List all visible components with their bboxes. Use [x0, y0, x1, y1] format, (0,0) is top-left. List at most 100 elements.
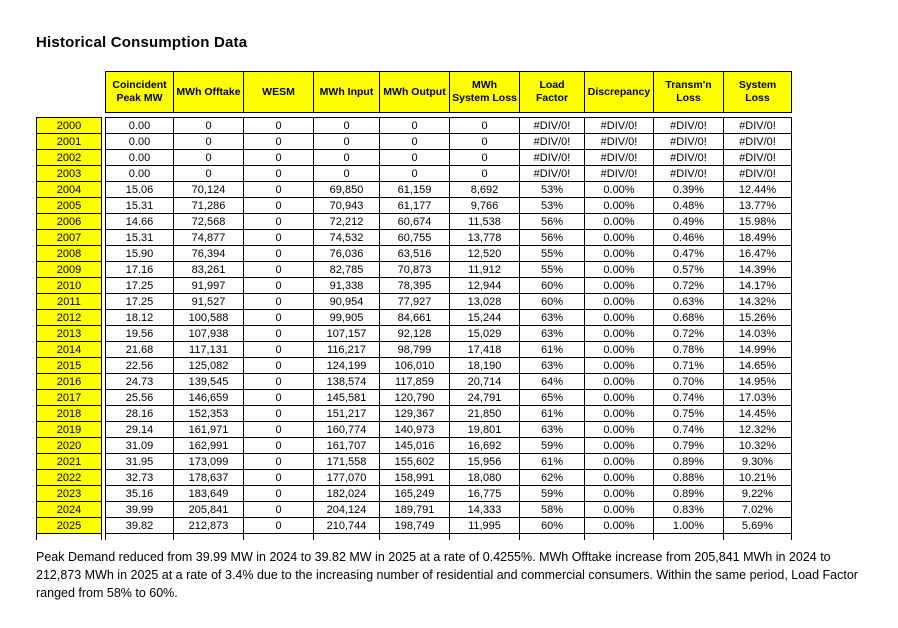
data-cell: 32.73 [105, 469, 174, 486]
data-cell: 28.16 [105, 405, 174, 422]
data-cell: 1.00% [653, 517, 724, 534]
data-cell: 0 [379, 133, 450, 150]
data-cell: 21.68 [105, 341, 174, 358]
data-cell: #DIV/0! [723, 149, 792, 166]
data-cell: 0.48% [653, 197, 724, 214]
data-cell: 0.74% [653, 421, 724, 438]
data-cell: 0 [173, 149, 244, 166]
data-cell: 71,286 [173, 197, 244, 214]
data-cell: 0.00 [105, 149, 174, 166]
data-cell: 74,532 [313, 229, 380, 246]
data-cell: 0 [313, 149, 380, 166]
data-cell: 58% [519, 501, 585, 518]
data-cell: 0 [379, 117, 450, 134]
data-cell: #DIV/0! [653, 149, 724, 166]
data-cell: 0.79% [653, 437, 724, 454]
data-cell: 14.99% [723, 341, 792, 358]
data-cell: 61% [519, 341, 585, 358]
data-cell: 60% [519, 277, 585, 294]
table-row: 2016 24.73 139,545 0 138,574 117,859 20,714 64%… [36, 373, 792, 390]
data-cell: 0 [243, 261, 314, 278]
border-stub-cell [243, 533, 314, 540]
data-cell: 15,956 [449, 453, 520, 470]
column-header: MWh System Loss [449, 71, 520, 113]
column-header: Discrepancy [584, 71, 654, 113]
year-cell: 2012 [36, 309, 102, 326]
data-cell: 0 [243, 341, 314, 358]
data-cell: 10.21% [723, 469, 792, 486]
data-cell: 0 [313, 165, 380, 182]
border-stub-cell [379, 533, 450, 540]
page-title: Historical Consumption Data [36, 34, 248, 51]
data-cell: #DIV/0! [519, 165, 585, 182]
data-cell: 145,581 [313, 389, 380, 406]
data-cell: 14,333 [449, 501, 520, 518]
data-cell: 12,944 [449, 277, 520, 294]
data-cell: 0.47% [653, 245, 724, 262]
column-header: WESM [243, 71, 314, 113]
data-cell: 139,545 [173, 373, 244, 390]
data-cell: 152,353 [173, 405, 244, 422]
data-cell: 17.25 [105, 277, 174, 294]
table-row: 2008 15.90 76,394 0 76,036 63,516 12,520 55% 0.0… [36, 245, 792, 262]
data-cell: 24.73 [105, 373, 174, 390]
year-cell: 2020 [36, 437, 102, 454]
data-cell: 17.16 [105, 261, 174, 278]
year-cell: 2015 [36, 357, 102, 374]
data-cell: 125,082 [173, 357, 244, 374]
data-cell: 91,997 [173, 277, 244, 294]
table-row: 2019 29.14 161,971 0 160,774 140,973 19,801 63%… [36, 421, 792, 438]
data-cell: 16,692 [449, 437, 520, 454]
data-cell: 204,124 [313, 501, 380, 518]
data-cell: #DIV/0! [584, 165, 654, 182]
data-cell: 0 [449, 133, 520, 150]
data-cell: 0 [243, 165, 314, 182]
data-cell: 0.00% [584, 277, 654, 294]
data-cell: 8,692 [449, 181, 520, 198]
data-cell: 12.44% [723, 181, 792, 198]
data-cell: 83,261 [173, 261, 244, 278]
data-cell: 19,801 [449, 421, 520, 438]
data-cell: 19.56 [105, 325, 174, 342]
data-cell: 117,859 [379, 373, 450, 390]
data-cell: 60,755 [379, 229, 450, 246]
data-cell: 0.00% [584, 245, 654, 262]
year-cell: 2009 [36, 261, 102, 278]
data-cell: 56% [519, 213, 585, 230]
data-cell: 11,912 [449, 261, 520, 278]
historical-consumption-table: Coincident Peak MW MWh Offtake WESM MWh Inp… [36, 71, 792, 540]
year-cell: 2006 [36, 213, 102, 230]
table-row: 2003 0.00 0 0 0 0 0 #DIV/0! #DIV/0! #DIV/0! #DIV/0… [36, 165, 792, 182]
data-cell: 0.71% [653, 357, 724, 374]
data-cell: 178,637 [173, 469, 244, 486]
table-row: 2000 0.00 0 0 0 0 0 #DIV/0! #DIV/0! #DIV/0! #DIV/0… [36, 117, 792, 134]
data-cell: 158,991 [379, 469, 450, 486]
corner-empty-cell [37, 72, 106, 113]
data-cell: 60,674 [379, 213, 450, 230]
table-row: 2006 14.66 72,568 0 72,212 60,674 11,538 56% 0.0… [36, 213, 792, 230]
data-cell: 69,850 [313, 181, 380, 198]
data-cell: 39.99 [105, 501, 174, 518]
year-cell: 2022 [36, 469, 102, 486]
data-cell: 90,954 [313, 293, 380, 310]
border-stub-cell [173, 533, 244, 540]
data-cell: 0 [243, 469, 314, 486]
data-cell: 14.17% [723, 277, 792, 294]
data-cell: 63% [519, 421, 585, 438]
data-cell: 0 [243, 405, 314, 422]
data-cell: 15.31 [105, 197, 174, 214]
data-cell: 0 [243, 517, 314, 534]
table-row: 2014 21.68 117,131 0 116,217 98,799 17,418 61% 0… [36, 341, 792, 358]
data-cell: 61,177 [379, 197, 450, 214]
data-cell: 25.56 [105, 389, 174, 406]
data-cell: 74,877 [173, 229, 244, 246]
table-row: 2025 39.82 212,873 0 210,744 198,749 11,995 60%… [36, 517, 792, 534]
data-cell: 76,394 [173, 245, 244, 262]
data-cell: 0.00% [584, 197, 654, 214]
data-cell: 0.78% [653, 341, 724, 358]
data-cell: 61,159 [379, 181, 450, 198]
data-cell: 9.30% [723, 453, 792, 470]
data-cell: 0 [243, 117, 314, 134]
column-header: MWh Offtake [173, 71, 244, 113]
data-cell: 60% [519, 293, 585, 310]
